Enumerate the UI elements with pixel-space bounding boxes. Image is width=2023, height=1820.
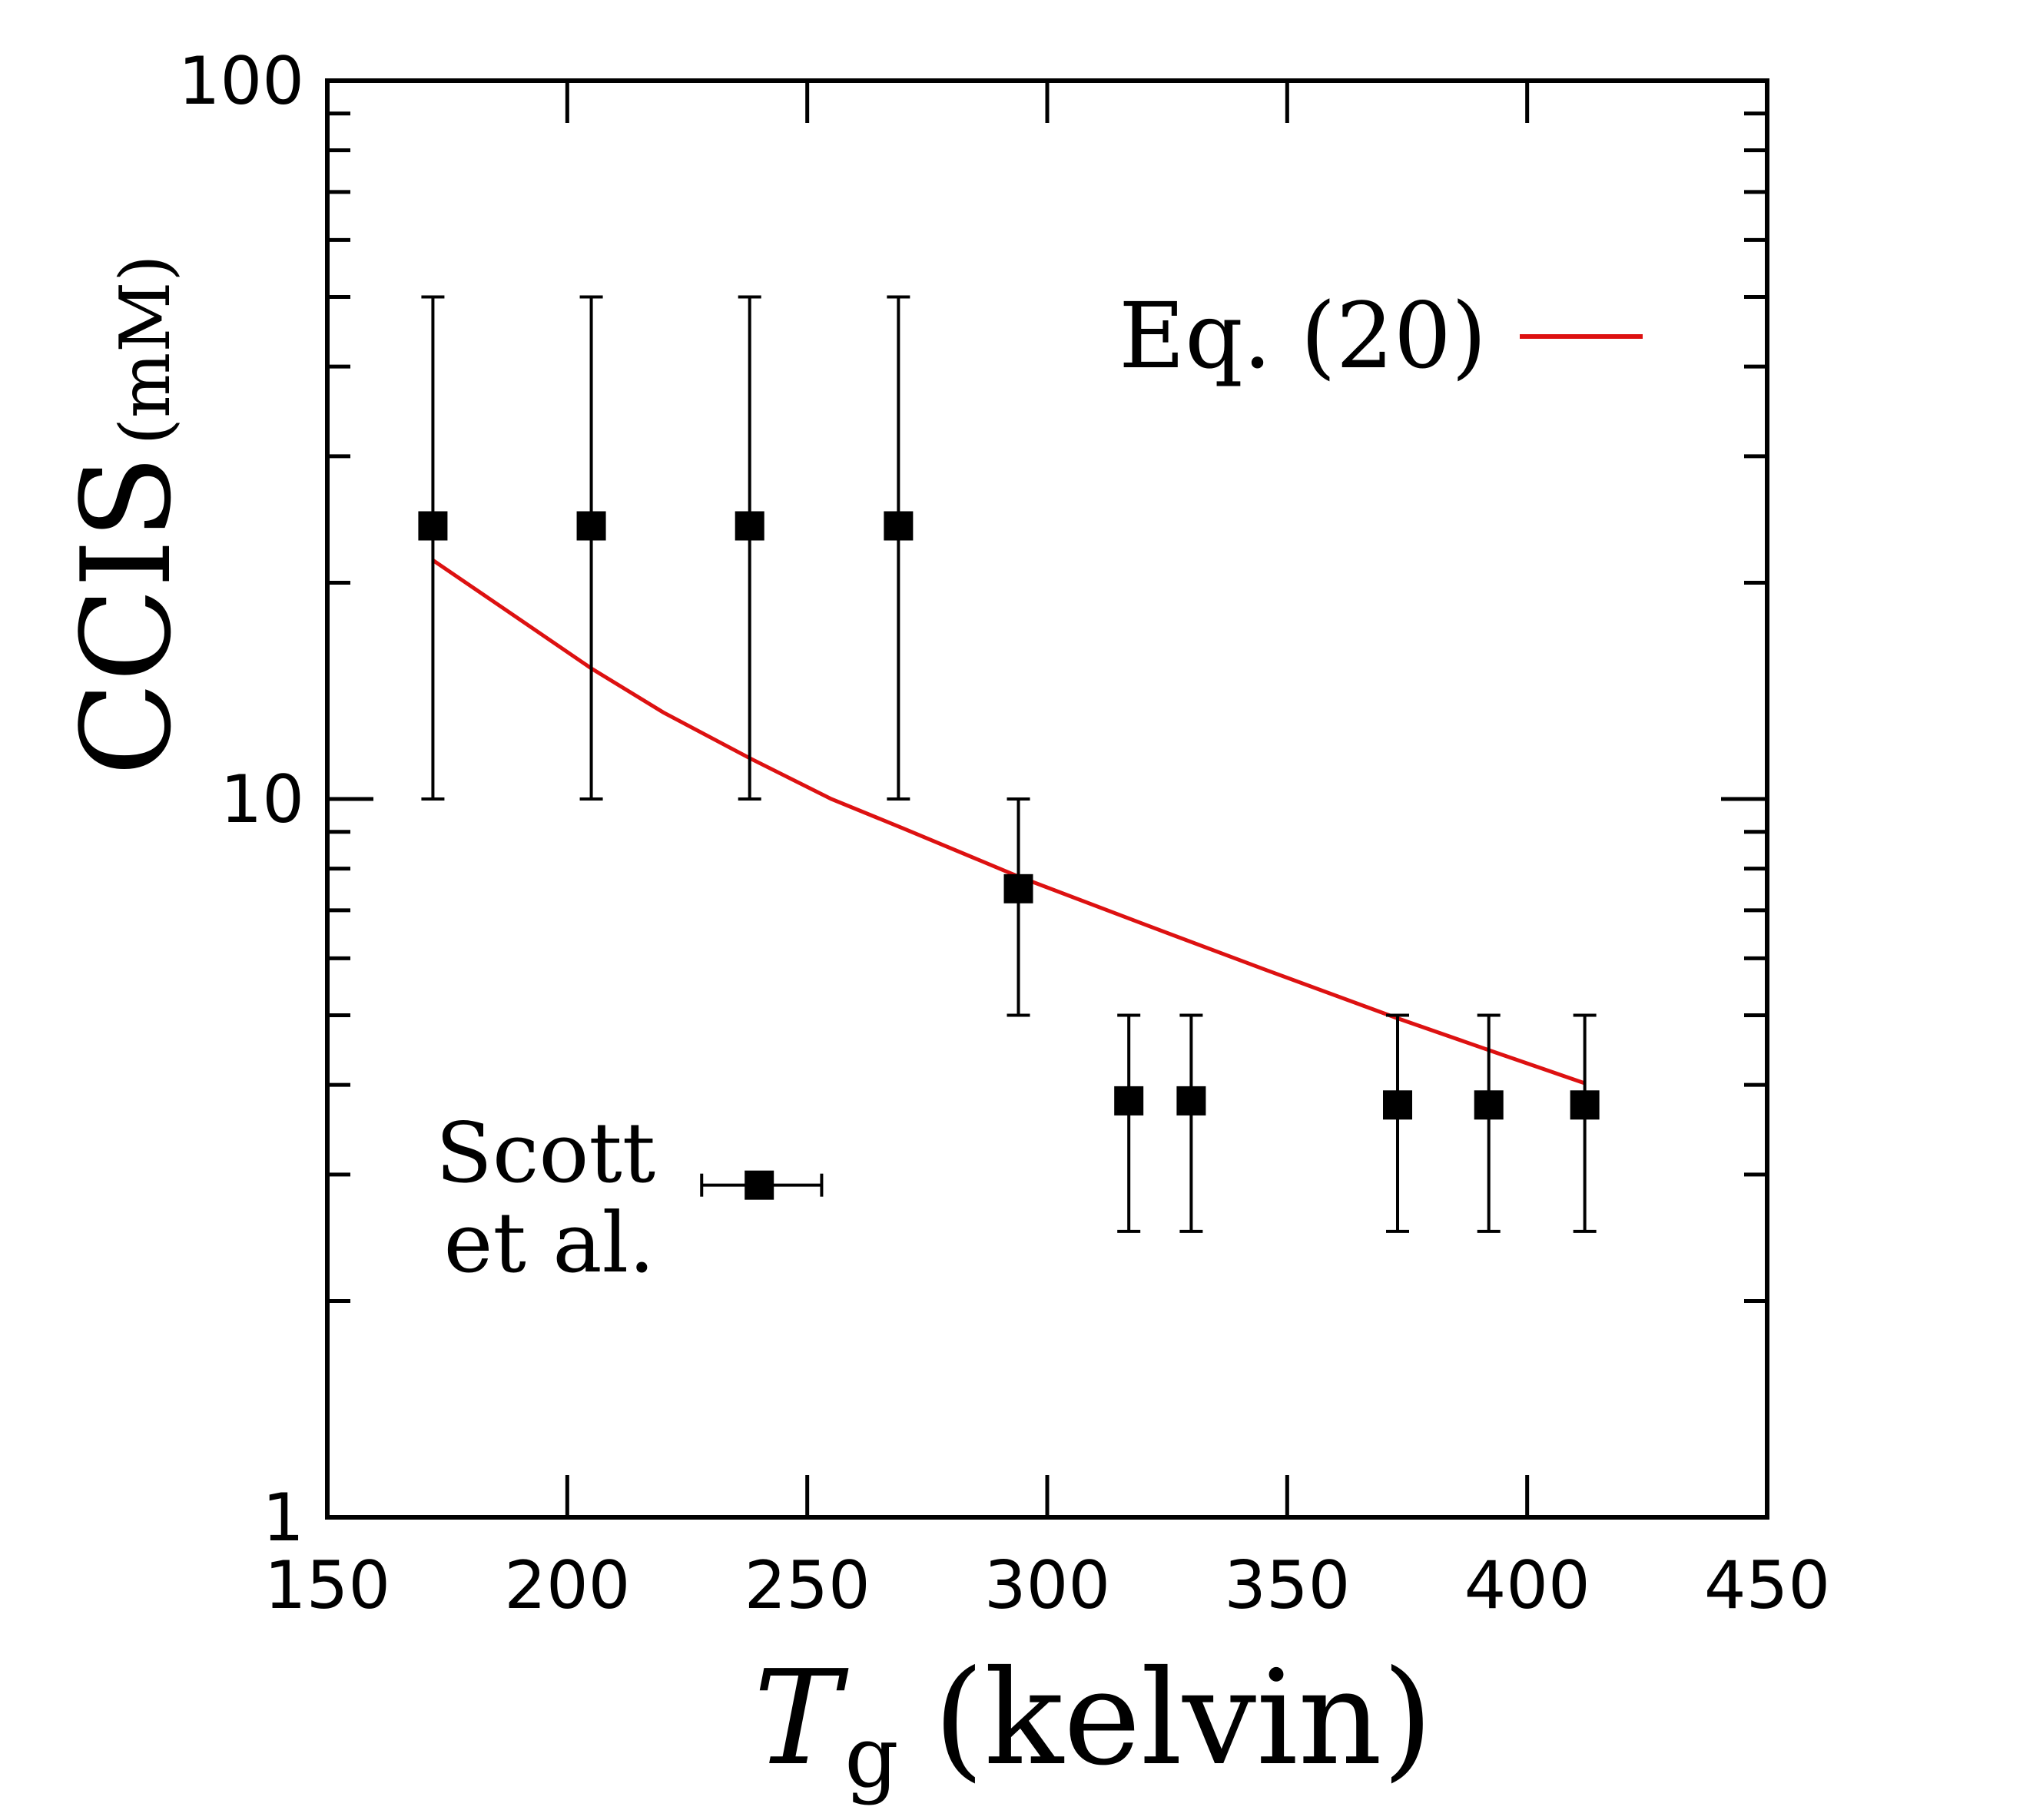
data-point — [1570, 1090, 1600, 1120]
data-point — [1003, 874, 1033, 903]
data-point — [1176, 1086, 1206, 1116]
x-tick-label: 350 — [1224, 1547, 1350, 1624]
scott-label-line2: et al. — [444, 1195, 655, 1291]
y-axis-label-main: CCIS — [55, 455, 198, 776]
plot-frame — [325, 78, 1769, 1520]
data-point — [576, 511, 606, 541]
data-points — [418, 295, 1600, 1233]
y-tick-label: 10 — [221, 761, 304, 838]
data-point — [735, 511, 764, 541]
scott-point — [745, 1170, 774, 1200]
x-axis-label-subscript: g — [844, 1708, 898, 1806]
legend-label: Eq. (20) — [1119, 283, 1487, 389]
x-tick-label: 400 — [1464, 1547, 1590, 1624]
data-point — [884, 511, 914, 541]
x-tick-label: 450 — [1704, 1547, 1830, 1624]
y-tick-label: 1 — [262, 1480, 304, 1556]
x-axis-label-text: (kelvin) — [934, 1643, 1434, 1795]
x-axis-label-symbol: T — [754, 1643, 849, 1795]
x-tick-label: 150 — [264, 1547, 390, 1624]
axis-ticks — [325, 78, 1769, 1520]
x-tick-label: 250 — [745, 1547, 871, 1624]
scott-label-line1: Scott — [436, 1106, 655, 1202]
series-eq20 — [431, 559, 1586, 1086]
data-point — [1474, 1090, 1504, 1120]
data-point — [418, 511, 448, 541]
x-tick-label: 300 — [984, 1547, 1110, 1624]
data-point — [1383, 1090, 1413, 1120]
svg-text:CCIS (mM): CCIS (mM) — [55, 255, 198, 776]
data-point — [1114, 1086, 1144, 1116]
x-axis-label: T g (kelvin) — [754, 1643, 1434, 1806]
y-axis-label: CCIS (mM) — [55, 255, 198, 776]
x-tick-label: 200 — [504, 1547, 630, 1624]
y-axis-label-unit: (mM) — [105, 255, 186, 446]
y-tick-label: 100 — [178, 43, 304, 120]
legend: Eq. (20) — [1119, 283, 1643, 389]
tick-labels: 150 200 250 300 350 400 450 1 10 100 — [178, 43, 1830, 1624]
eq20-curve — [431, 559, 1586, 1086]
